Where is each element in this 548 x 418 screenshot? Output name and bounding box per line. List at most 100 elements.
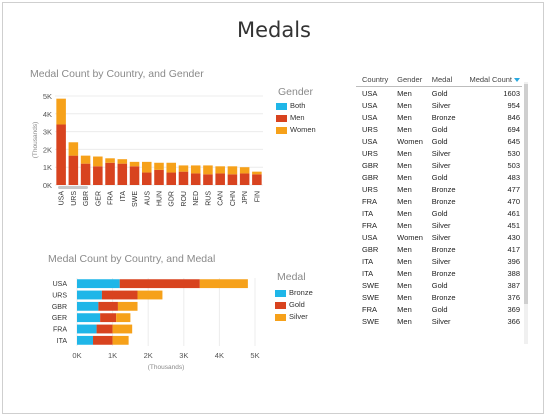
cell-country: USA: [362, 100, 378, 110]
cell-country: ITA: [362, 256, 374, 266]
cell-medal-count: 451: [507, 220, 520, 230]
cell-medal-count: 470: [507, 196, 520, 206]
chart1-ytick-label: 0K: [43, 181, 52, 190]
cell-medal: Gold: [431, 208, 448, 218]
legend-swatch-both: [276, 102, 287, 110]
cell-medal: Silver: [431, 100, 451, 110]
chart1-bar-women-fin: [252, 171, 262, 175]
chart1-bar-men-rou: [178, 171, 189, 185]
chart1-xtick-label: ROU: [181, 191, 188, 207]
table-row[interactable]: USA Men Silver 954: [356, 99, 522, 111]
chart1-bar-men-swe: [129, 166, 140, 185]
chart2-bar-gold-fra: [96, 324, 113, 334]
cell-country: GBR: [362, 244, 379, 254]
cell-medal: Silver: [431, 220, 451, 230]
chart1-bar-women-rus: [203, 165, 213, 175]
cell-country: USA: [362, 112, 378, 122]
chart2-xtick-label: 4K: [215, 351, 224, 360]
chart2-bar-gold-ger: [100, 313, 117, 323]
column-header-country[interactable]: Country: [356, 72, 392, 87]
table-row[interactable]: SWE Men Gold 387: [356, 279, 522, 291]
chart2-xtick-label: 1K: [108, 351, 117, 360]
cell-medal-count: 503: [507, 160, 520, 170]
cell-gender: Men: [397, 256, 412, 266]
chart2-ytick-label: GER: [52, 315, 67, 322]
table-row[interactable]: USA Men Bronze 846: [356, 111, 522, 123]
chart1-bar-women-gbr: [80, 155, 91, 164]
table-row[interactable]: URS Men Gold 694: [356, 123, 522, 135]
chart1-legend-men[interactable]: Men: [276, 113, 305, 122]
chart2-bar-silver-gbr: [117, 301, 138, 311]
chart1-xtick-label: JPN: [242, 191, 249, 204]
column-header-gender[interactable]: Gender: [391, 72, 426, 87]
table-scrollbar-thumb[interactable]: [524, 84, 528, 304]
chart1-xtick-label: NED: [193, 191, 200, 206]
medal-table-panel[interactable]: Country Gender Medal Medal Count USA Men G…: [356, 72, 528, 348]
chart2-legend-silver[interactable]: Silver: [275, 312, 308, 321]
cell-country: GBR: [362, 160, 379, 170]
chart2-ytick-label: FRA: [53, 327, 67, 334]
legend-swatch-men: [276, 114, 287, 122]
report-canvas: [2, 2, 544, 414]
table-row[interactable]: FRA Men Silver 451: [356, 219, 522, 231]
chart2-xtick-label: 3K: [179, 351, 188, 360]
cell-medal: Silver: [431, 256, 451, 266]
table-row[interactable]: GBR Men Bronze 417: [356, 243, 522, 255]
table-row[interactable]: ITA Men Silver 396: [356, 255, 522, 267]
cell-gender: Men: [397, 280, 412, 290]
chart1-ytick-label: 3K: [43, 128, 52, 137]
cell-country: SWE: [362, 280, 380, 290]
cell-country: USA: [362, 88, 378, 98]
table-row[interactable]: USA Women Silver 430: [356, 231, 522, 243]
chart1-legend-both[interactable]: Both: [276, 101, 305, 110]
cell-medal: Gold: [431, 136, 448, 146]
table-row[interactable]: SWE Men Silver 366: [356, 315, 522, 327]
legend-label-men: Men: [290, 113, 305, 122]
table-row[interactable]: GBR Men Silver 503: [356, 159, 522, 171]
chart1-ytick-label: 5K: [43, 92, 52, 101]
table-row[interactable]: ITA Men Gold 461: [356, 207, 522, 219]
cell-medal-count: 461: [507, 208, 520, 218]
sort-descending-icon: [514, 77, 520, 82]
cell-medal: Gold: [431, 124, 448, 134]
cell-gender: Men: [397, 124, 412, 134]
chart1-bar-men-usa: [56, 124, 66, 185]
chart1-xtick-label: GER: [95, 191, 102, 206]
legend-swatch-silver: [275, 313, 286, 321]
cell-gender: Men: [397, 172, 412, 182]
table-row[interactable]: URS Men Silver 530: [356, 147, 522, 159]
table-row[interactable]: FRA Men Bronze 470: [356, 195, 522, 207]
legend-swatch-women: [276, 126, 287, 134]
table-row[interactable]: URS Men Bronze 477: [356, 183, 522, 195]
chart1-legend-women[interactable]: Women: [276, 125, 316, 134]
table-row[interactable]: USA Women Gold 645: [356, 135, 522, 147]
cell-gender: Men: [397, 244, 412, 254]
chart1-bar-women-urs: [68, 142, 79, 156]
table-row[interactable]: GBR Men Gold 483: [356, 171, 522, 183]
chart1-ytick-label: 4K: [43, 110, 52, 119]
cell-gender: Men: [397, 268, 412, 278]
cell-gender: Men: [397, 112, 412, 122]
cell-country: SWE: [362, 316, 380, 326]
table-row[interactable]: USA Men Gold 1603: [356, 87, 522, 100]
chart2-legend-bronze[interactable]: Bronze: [275, 288, 313, 297]
chart1-title: Medal Count by Country, and Gender: [30, 68, 204, 80]
cell-medal-count: 694: [507, 124, 520, 134]
cell-gender: Men: [397, 196, 412, 206]
cell-country: URS: [362, 184, 378, 194]
column-header-medal-count[interactable]: Medal Count: [458, 72, 522, 87]
chart1-bar-men-ita: [117, 163, 128, 185]
table-row[interactable]: FRA Men Gold 369: [356, 303, 522, 315]
cell-medal: Silver: [431, 148, 451, 158]
table-scrollbar[interactable]: [524, 82, 528, 344]
chart1-xtick-label: AUS: [144, 191, 151, 206]
column-header-medal[interactable]: Medal: [425, 72, 459, 87]
cell-medal-count: 530: [507, 148, 520, 158]
table-row[interactable]: SWE Men Bronze 376: [356, 291, 522, 303]
cell-medal-count: 366: [507, 316, 520, 326]
chart2-legend-gold[interactable]: Gold: [275, 300, 305, 309]
cell-country: ITA: [362, 208, 374, 218]
table-row[interactable]: ITA Men Bronze 388: [356, 267, 522, 279]
